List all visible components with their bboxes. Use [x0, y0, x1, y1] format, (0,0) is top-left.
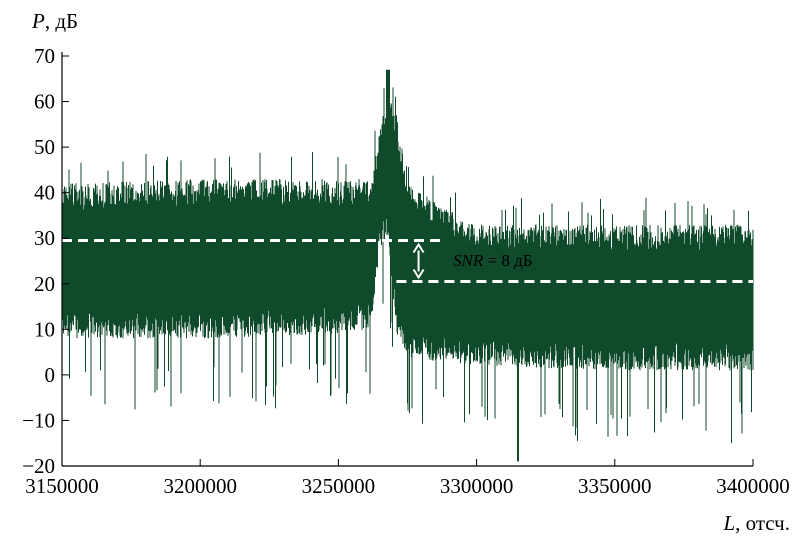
y-tick-label: 30	[34, 226, 55, 250]
x-axis-label: L, отсч.	[722, 511, 790, 535]
y-tick-label: 10	[34, 317, 55, 341]
x-tick-label: 3400000	[716, 474, 790, 498]
x-tick-label: 3150000	[25, 474, 99, 498]
y-tick-label: −10	[22, 408, 55, 432]
snr-annotation: SNR = 8 дБ	[453, 251, 532, 270]
y-tick-label: 0	[45, 363, 56, 387]
x-tick-label: 3350000	[578, 474, 652, 498]
axes	[61, 52, 754, 467]
snr-arrow-head-down	[412, 268, 425, 280]
y-tick-label: 70	[34, 44, 55, 68]
y-tick-label: 50	[34, 135, 55, 159]
y-tick-label: 20	[34, 272, 55, 296]
plot-area	[61, 69, 754, 462]
x-tick-label: 3200000	[163, 474, 237, 498]
y-axis-label: P, дБ	[31, 9, 78, 33]
snr-arrow-head-up	[412, 242, 425, 254]
y-tick-label: 40	[34, 181, 55, 205]
x-tick-label: 3250000	[302, 474, 376, 498]
y-tick-label: 60	[34, 90, 55, 114]
signal-trace	[61, 69, 754, 462]
x-tick-label: 3300000	[440, 474, 514, 498]
y-tick-label: −20	[22, 454, 55, 478]
